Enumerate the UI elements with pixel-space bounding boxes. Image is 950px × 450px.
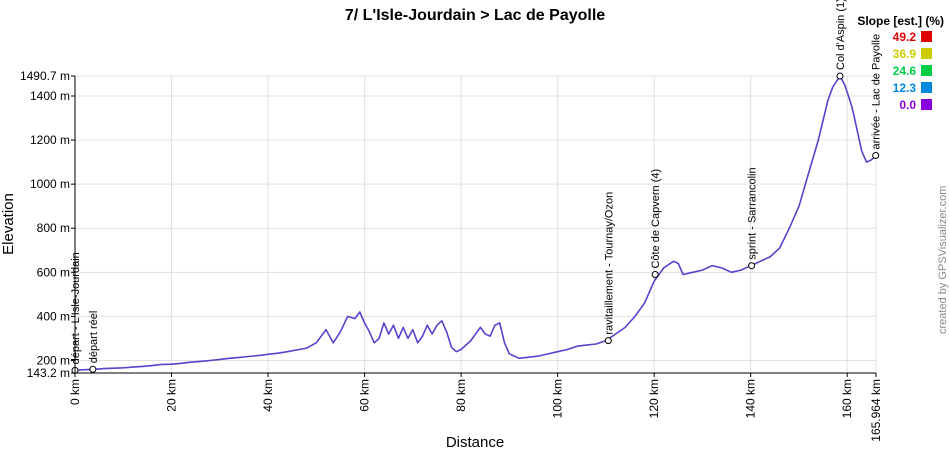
- legend-swatch: [921, 99, 932, 110]
- y-tick-label: 200 m: [37, 353, 70, 367]
- y-axis-title: Elevation: [0, 193, 17, 255]
- waypoint-label: sprint - Sarrancolin: [747, 167, 759, 259]
- chart-title: 7/ L'Isle-Jourdain > Lac de Payolle: [345, 7, 605, 24]
- waypoint-label: arrivée - Lac de Payolle: [871, 34, 883, 150]
- x-tick-label: 120 km: [647, 379, 661, 418]
- waypoint-label: ravitaillement - Tournay/Ozon: [603, 192, 615, 335]
- x-tick-label: 160 km: [840, 379, 854, 418]
- legend-value: 0.0: [899, 98, 916, 112]
- x-tick-label: 0 km: [68, 379, 82, 405]
- y-tick-label: 1000 m: [30, 177, 70, 191]
- plot-area: [75, 76, 876, 373]
- y-tick-label: 1490.7 m: [20, 69, 70, 83]
- y-tick-label: 800 m: [37, 221, 70, 235]
- x-axis-title: Distance: [446, 434, 504, 450]
- y-tick-label: 143.2 m: [27, 366, 70, 380]
- legend-swatch: [921, 82, 932, 93]
- waypoint-marker: [604, 337, 612, 345]
- legend: Slope [est.] (%) 49.2 36.9 24.6 12.3 0.0: [857, 14, 944, 112]
- y-tick-label: 600 m: [37, 265, 70, 279]
- x-tick-label: 100 km: [551, 379, 565, 418]
- legend-value: 24.6: [893, 64, 917, 78]
- waypoints: départ - L'Isle-Jourdain départ réel ravit…: [70, 0, 883, 374]
- waypoint-label: Col d'Aspin (1): [835, 0, 847, 70]
- y-tick-label: 400 m: [37, 309, 70, 323]
- waypoint-marker: [836, 72, 844, 80]
- waypoint-label: Côte de Capvern (4): [650, 169, 662, 269]
- waypoint-marker: [651, 271, 659, 279]
- y-tick-label: 1400 m: [30, 89, 70, 103]
- x-tick-label: 165.964 km: [869, 379, 883, 442]
- legend-swatch: [921, 65, 932, 76]
- legend-value: 36.9: [893, 47, 917, 61]
- x-tick-label: 20 km: [165, 379, 179, 412]
- waypoint-label: départ réel: [88, 311, 100, 364]
- legend-value: 49.2: [893, 30, 917, 44]
- waypoint-label: départ - L'Isle-Jourdain: [70, 252, 82, 364]
- legend-value: 12.3: [893, 81, 917, 95]
- x-tick-label: 40 km: [261, 379, 275, 412]
- credit-text: created by GPSVisualizer.com: [937, 186, 949, 334]
- x-tick-label: 60 km: [358, 379, 372, 412]
- x-tick-label: 80 km: [454, 379, 468, 412]
- x-tick-label: 140 km: [744, 379, 758, 418]
- axes: [71, 75, 877, 377]
- legend-swatch: [921, 31, 932, 42]
- waypoint-marker: [872, 152, 880, 160]
- legend-swatch: [921, 48, 932, 59]
- waypoint-marker: [89, 365, 97, 373]
- waypoint-marker: [748, 262, 756, 270]
- y-tick-label: 1200 m: [30, 133, 70, 147]
- legend-title: Slope [est.] (%): [857, 14, 944, 28]
